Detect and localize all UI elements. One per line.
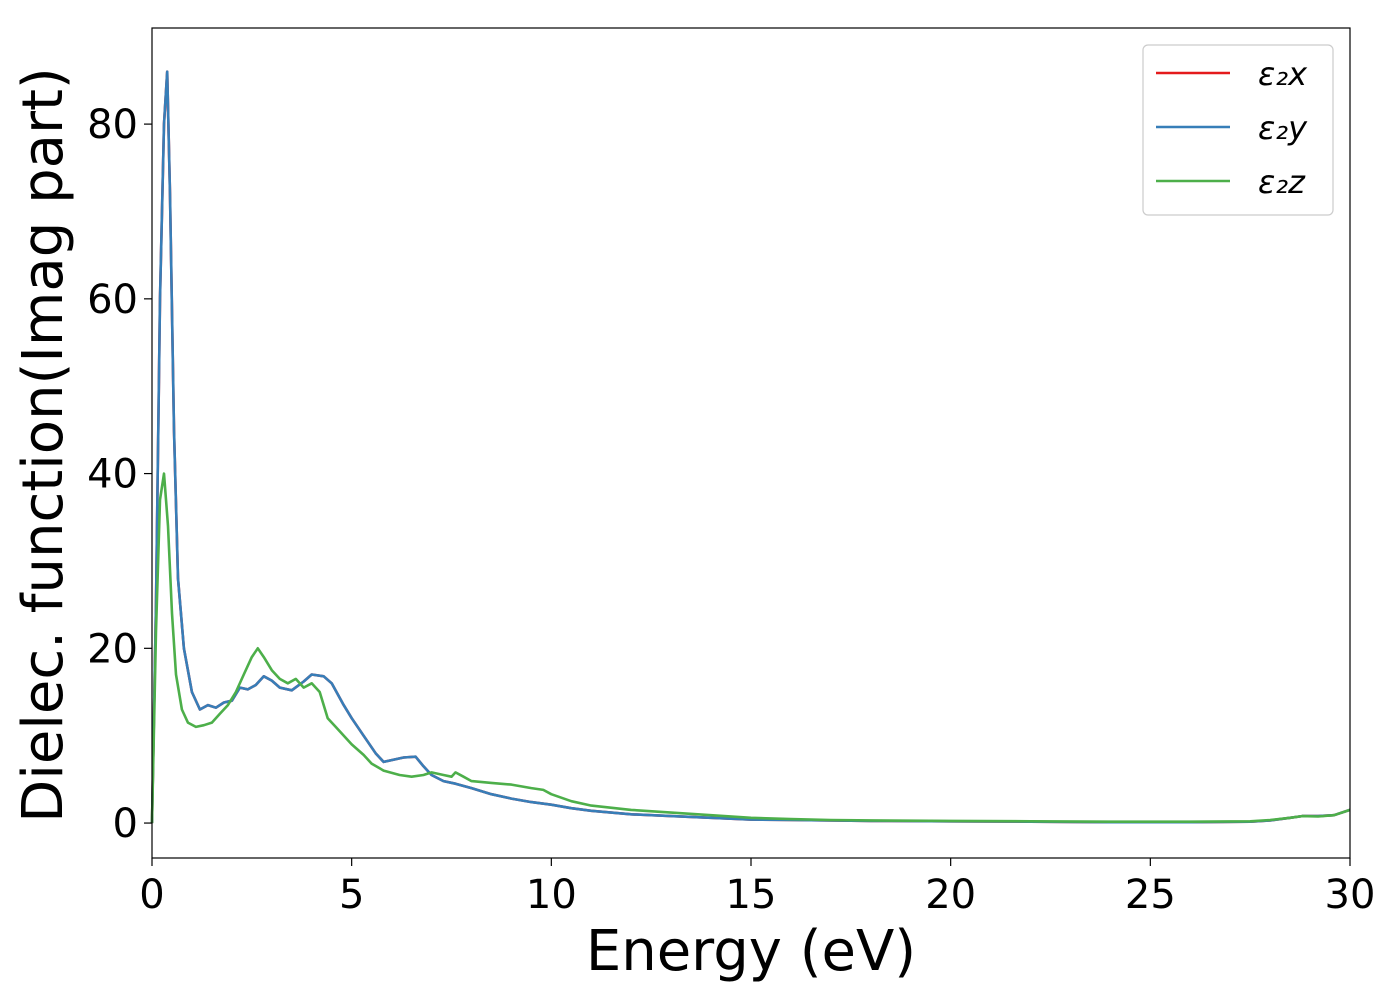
x-tick-label: 15 xyxy=(726,872,777,918)
y-tick-label: 60 xyxy=(87,277,138,323)
legend-label-y: ε₂y xyxy=(1258,109,1308,147)
x-tick-label: 25 xyxy=(1125,872,1176,918)
y-tick-label: 0 xyxy=(113,801,138,847)
x-tick-label: 10 xyxy=(526,872,577,918)
x-axis-ticks: 0 5 10 15 20 25 30 xyxy=(139,858,1375,918)
y-tick-label: 80 xyxy=(87,102,138,148)
x-tick-label: 5 xyxy=(339,872,364,918)
series-line-2 xyxy=(150,472,1351,824)
x-tick-label: 0 xyxy=(139,872,164,918)
y-tick-label: 20 xyxy=(87,626,138,672)
x-axis-title: Energy (eV) xyxy=(586,919,916,984)
x-tick-label: 20 xyxy=(925,872,976,918)
legend-label-z: ε₂z xyxy=(1258,163,1306,201)
series-layer xyxy=(150,70,1351,824)
x-tick-label: 30 xyxy=(1325,872,1376,918)
y-axis-ticks: 0 20 40 60 80 xyxy=(87,102,152,847)
y-axis-title: Dielec. function(Imag part) xyxy=(11,67,76,823)
legend-label-x: ε₂x xyxy=(1258,55,1308,93)
legend-box xyxy=(1142,44,1334,216)
y-tick-label: 40 xyxy=(87,452,138,498)
legend: ε₂x ε₂y ε₂z xyxy=(1142,44,1334,216)
